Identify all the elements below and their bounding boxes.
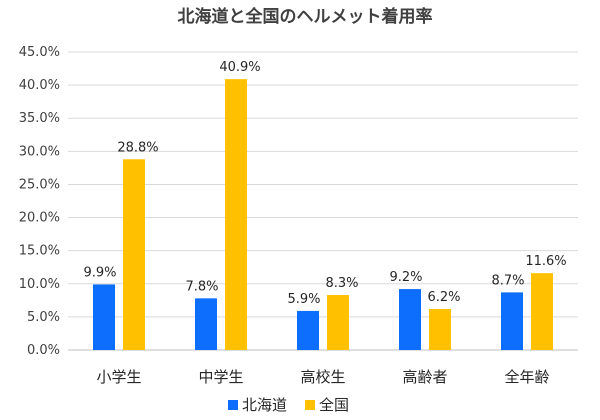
y-tick-label: 15.0% (19, 244, 60, 259)
y-tick-label: 10.0% (19, 277, 60, 292)
y-tick-label: 40.0% (19, 78, 60, 93)
y-tick-label: 25.0% (19, 177, 60, 192)
data-labels: 9.9% 28.8% 7.8% 40.9% 5.9% 8.3% 9.2% 6.2% 8.7%11… (83, 60, 566, 307)
y-axis-ticks: 0.0% 5.0% 10.0% 15.0% 20.0% 25.0% 30.0% 35.0% 40… (19, 45, 60, 358)
bar (327, 295, 349, 350)
bar (399, 289, 421, 350)
legend-swatch (228, 400, 238, 410)
category-label: 中学生 (198, 368, 243, 386)
legend-swatch (305, 400, 315, 410)
data-label: 8.7% (491, 273, 524, 288)
bar (93, 284, 115, 350)
bar (297, 310, 319, 350)
bar (123, 159, 145, 350)
bar (225, 79, 247, 350)
bar (501, 292, 523, 350)
y-tick-label: 20.0% (19, 211, 60, 226)
category-label: 高校生 (300, 368, 345, 386)
data-label: 5.9% (287, 292, 320, 307)
y-tick-label: 5.0% (27, 310, 60, 325)
chart-title: 北海道と全国のヘルメット着用率 (178, 6, 433, 27)
bar (429, 308, 451, 350)
y-tick-label: 35.0% (19, 111, 60, 126)
category-label: 高齢者 (402, 368, 447, 386)
data-label: 40.9% (219, 60, 260, 75)
data-label: 8.3% (325, 276, 358, 291)
y-tick-label: 30.0% (19, 144, 60, 159)
y-tick-label: 0.0% (27, 343, 60, 358)
data-label: 11.6% (525, 254, 566, 269)
data-label: 9.2% (389, 270, 422, 285)
data-label: 7.8% (185, 279, 218, 294)
data-label: 28.8% (117, 140, 158, 155)
legend-label: 北海道 (242, 396, 287, 414)
gridlines (68, 51, 578, 351)
category-labels: 小学生 中学生 高校生 高齢者 全年齢 (96, 368, 549, 386)
bar (195, 298, 217, 350)
data-label: 9.9% (83, 265, 116, 280)
y-tick-label: 45.0% (19, 45, 60, 60)
category-label: 小学生 (96, 368, 141, 386)
category-label: 全年齢 (504, 368, 549, 386)
data-label: 6.2% (427, 290, 460, 305)
legend-label: 全国 (319, 396, 349, 414)
legend: 北海道 全国 (228, 396, 349, 414)
bar (531, 273, 553, 350)
bars (93, 79, 553, 350)
